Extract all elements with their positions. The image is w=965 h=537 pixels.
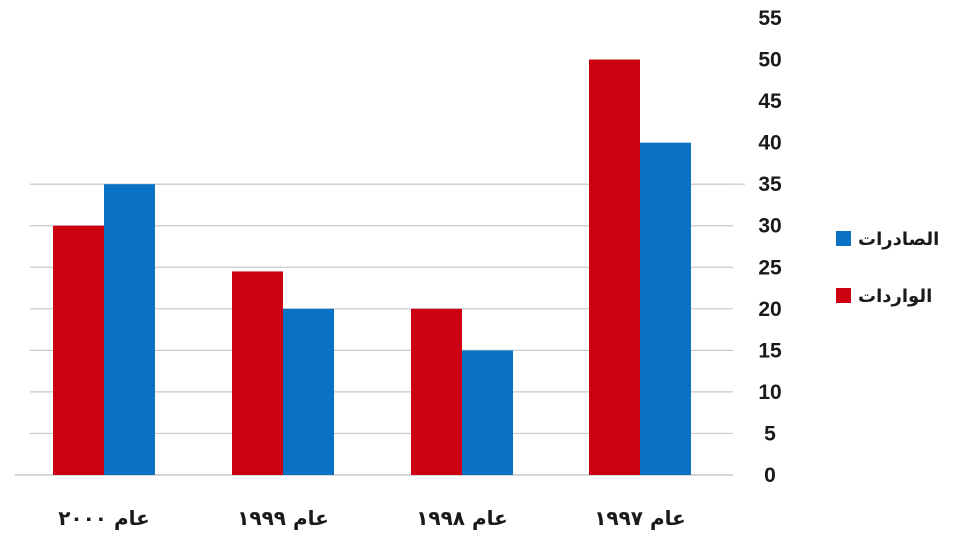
bar — [104, 184, 155, 475]
x-category-label: عام ١٩٩٧ — [594, 506, 686, 530]
y-tick-label: 45 — [758, 90, 782, 113]
x-category-label: عام ٢٠٠٠ — [58, 506, 150, 530]
bar — [283, 308, 334, 475]
y-tick-label: 35 — [758, 173, 782, 196]
legend-swatch — [836, 231, 851, 246]
x-category-label: عام ١٩٩٨ — [416, 506, 508, 530]
bars — [53, 59, 691, 476]
legend-label: الواردات — [858, 286, 932, 307]
legend-label: الصادرات — [858, 229, 939, 250]
x-category-label: عام ١٩٩٩ — [237, 506, 329, 530]
bar — [411, 308, 462, 475]
y-tick-label: 30 — [758, 215, 781, 238]
bar — [589, 59, 640, 475]
bar — [640, 142, 691, 476]
legend-swatch — [836, 288, 851, 303]
bar — [232, 271, 283, 475]
legend: الصادرات الواردات — [836, 229, 939, 307]
y-tick-label: 50 — [758, 49, 781, 72]
y-tick-label: 55 — [758, 7, 782, 30]
y-tick-label: 10 — [758, 381, 781, 404]
bar — [462, 350, 513, 475]
y-tick-label: 40 — [758, 132, 781, 155]
y-tick-label: 20 — [758, 298, 781, 321]
x-axis-category-labels: عام ١٩٩٧ عام ١٩٩٨ عام ١٩٩٩ عام ٢٠٠٠ — [58, 506, 686, 530]
y-tick-label: 25 — [758, 256, 782, 279]
y-axis-tick-labels: 0 5 10 15 20 25 30 35 40 45 50 55 — [758, 7, 782, 487]
y-tick-label: 5 — [764, 422, 776, 445]
y-tick-label: 15 — [758, 339, 782, 362]
y-tick-label: 0 — [764, 464, 776, 487]
bar — [53, 225, 104, 475]
